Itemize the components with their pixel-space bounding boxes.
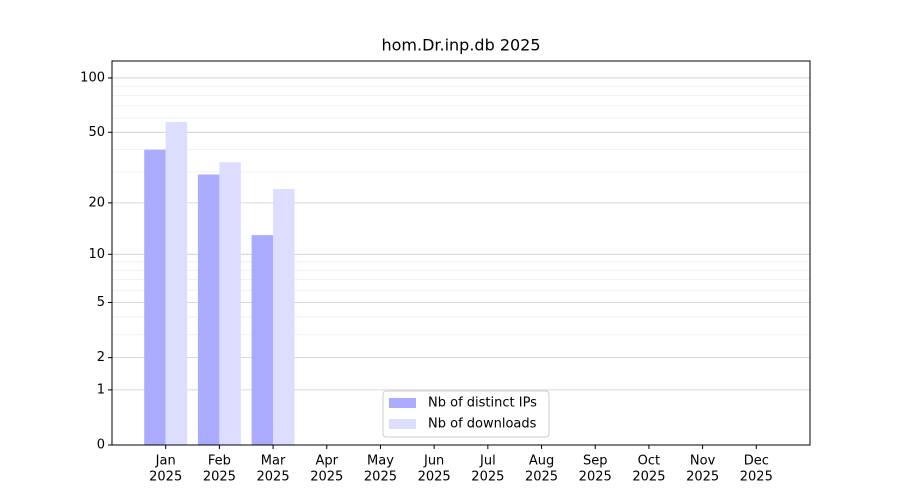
bar (251, 235, 274, 445)
x-tick-label: May (367, 454, 394, 469)
x-tick-label: 2025 (364, 470, 397, 485)
x-tick-label: 2025 (310, 470, 343, 485)
x-tick-label: Oct (638, 454, 660, 469)
bar (197, 174, 220, 445)
legend-swatch (389, 419, 416, 429)
y-tick-label: 20 (88, 195, 105, 210)
x-tick-label: Mar (261, 454, 286, 469)
x-tick-label: 2025 (740, 470, 773, 485)
y-tick-label: 2 (97, 350, 105, 365)
x-tick-label: Feb (208, 454, 231, 469)
y-tick-label: 100 (80, 70, 105, 85)
plot-frame (111, 60, 811, 446)
x-tick-label: Jun (423, 454, 444, 469)
x-tick-label: Sep (583, 454, 608, 469)
x-tick-label: 2025 (418, 470, 451, 485)
x-tick-label: 2025 (686, 470, 719, 485)
legend-swatch (389, 398, 416, 408)
legend-label: Nb of downloads (428, 417, 537, 432)
legend-box (382, 390, 550, 438)
x-tick-label: Aug (529, 454, 554, 469)
x-tick-label: Apr (316, 454, 339, 469)
y-tick-label: 1 (97, 382, 105, 397)
y-tick-label: 50 (88, 125, 105, 140)
x-tick-label: 2025 (203, 470, 236, 485)
chart-title: hom.Dr.inp.db 2025 (381, 36, 540, 55)
bar (144, 149, 166, 445)
bar (273, 189, 295, 445)
x-tick-label: 2025 (149, 470, 182, 485)
bar (219, 162, 241, 446)
bar (165, 122, 188, 445)
y-tick-label: 10 (88, 247, 105, 262)
x-tick-label: 2025 (579, 470, 612, 485)
x-tick-label: 2025 (257, 470, 290, 485)
x-tick-label: Nov (690, 454, 716, 469)
x-tick-label: Dec (744, 454, 769, 469)
x-tick-label: Jul (479, 454, 496, 469)
x-tick-label: 2025 (525, 470, 558, 485)
x-tick-label: 2025 (632, 470, 665, 485)
legend-label: Nb of distinct IPs (428, 396, 537, 411)
y-tick-label: 5 (97, 295, 105, 310)
x-tick-label: 2025 (471, 470, 504, 485)
y-tick-label: 0 (97, 438, 105, 453)
x-tick-label: Jan (155, 454, 176, 469)
